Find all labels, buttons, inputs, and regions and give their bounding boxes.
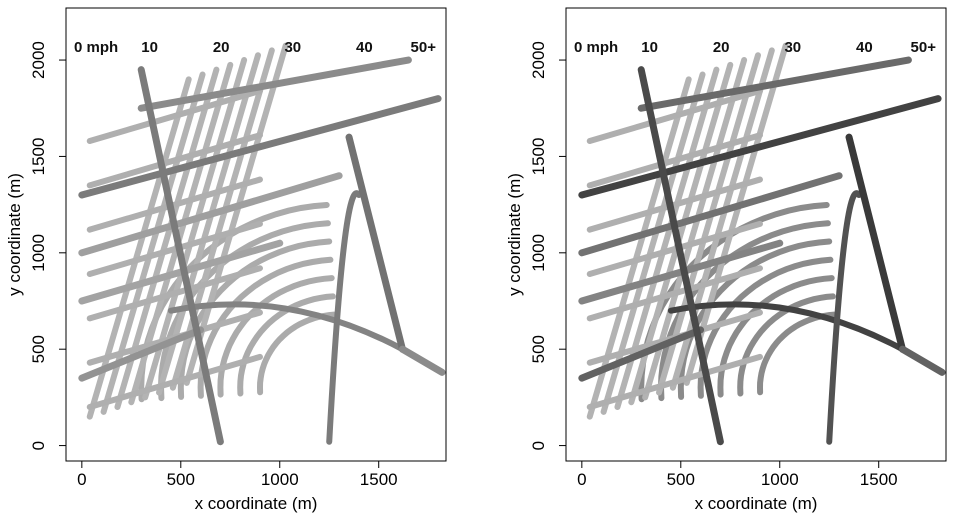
y-tick-label: 1000 <box>29 234 48 272</box>
road-arterial <box>78 95 442 199</box>
y-tick-label: 0 <box>529 441 548 450</box>
y-tick-label: 2000 <box>529 41 548 79</box>
y-tick-label: 1500 <box>29 138 48 176</box>
road-arc <box>237 293 336 397</box>
x-axis-label: x coordinate (m) <box>195 494 318 513</box>
road-arc <box>256 311 338 396</box>
road-curve <box>326 190 362 445</box>
x-tick-label: 500 <box>167 470 195 489</box>
y-tick-label: 500 <box>529 335 548 363</box>
road-arterial <box>78 326 205 382</box>
road-arc <box>756 311 838 396</box>
colorbar-label: 10 <box>641 39 658 56</box>
colorbar-label: 40 <box>856 39 873 56</box>
colorbar-label: 0 mph <box>574 39 618 56</box>
x-tick-label: 500 <box>667 470 695 489</box>
road-network <box>78 42 446 446</box>
x-tick-label: 1500 <box>360 470 398 489</box>
y-axis-label: y coordinate (m) <box>505 173 524 296</box>
road-network <box>578 42 946 446</box>
y-tick-label: 500 <box>29 335 48 363</box>
road-arterial <box>78 172 343 257</box>
colorbar-label: 40 <box>356 39 373 56</box>
road-arterial <box>578 172 843 257</box>
road-arterial <box>345 133 406 353</box>
colorbar-label: 50+ <box>411 39 437 56</box>
plot-frame <box>65 7 447 462</box>
colorbar-label: 20 <box>713 39 730 56</box>
road-segment <box>586 87 763 145</box>
colorbar-label: 30 <box>784 39 801 56</box>
y-tick-label: 2000 <box>29 41 48 79</box>
x-axis-label: x coordinate (m) <box>695 494 818 513</box>
x-tick-label: 0 <box>77 470 86 489</box>
road-arterial <box>137 56 412 112</box>
road-segment <box>86 176 263 233</box>
road-segment <box>86 132 263 189</box>
x-tick-label: 0 <box>577 470 586 489</box>
colorbar-label: 30 <box>284 39 301 56</box>
colorbar-label: 10 <box>141 39 158 56</box>
road-arterial <box>845 133 906 353</box>
road-arterial <box>578 95 942 199</box>
x-tick-label: 1000 <box>261 470 299 489</box>
colorbar-label: 0 mph <box>74 39 118 56</box>
road-segment <box>586 132 763 189</box>
plot-frame <box>565 7 947 462</box>
road-curve <box>667 301 906 353</box>
road-arterial <box>637 56 912 112</box>
road-segment <box>86 265 263 322</box>
road-segment <box>586 353 763 411</box>
y-tick-label: 0 <box>29 441 48 450</box>
road-arterial <box>578 326 705 382</box>
road-arterial <box>398 345 446 376</box>
y-axis-label: y coordinate (m) <box>5 173 24 296</box>
colorbar-label: 20 <box>213 39 230 56</box>
x-tick-label: 1500 <box>860 470 898 489</box>
road-curve <box>826 190 862 445</box>
road-segment <box>86 353 263 411</box>
panel-1: 0 mph 10 20 30 40 50+ 0 500 1000 1500 x coordinate… <box>5 7 447 513</box>
y-tick-label: 1000 <box>529 234 548 272</box>
colorbar-label: 50+ <box>911 39 937 56</box>
road-curve <box>167 301 406 353</box>
road-arterial <box>137 66 224 446</box>
road-arterial <box>898 345 946 376</box>
road-segment <box>586 220 763 278</box>
road-segment <box>586 176 763 233</box>
x-tick-label: 1000 <box>761 470 799 489</box>
road-arterial <box>637 66 724 446</box>
y-tick-label: 1500 <box>529 138 548 176</box>
road-segment <box>86 87 263 145</box>
road-segment <box>86 220 263 278</box>
road-segment <box>586 265 763 322</box>
panel-2: 0 mph 10 20 30 40 50+ 0 500 1000 1500 x coordinate… <box>505 7 947 513</box>
road-arc <box>737 293 836 397</box>
